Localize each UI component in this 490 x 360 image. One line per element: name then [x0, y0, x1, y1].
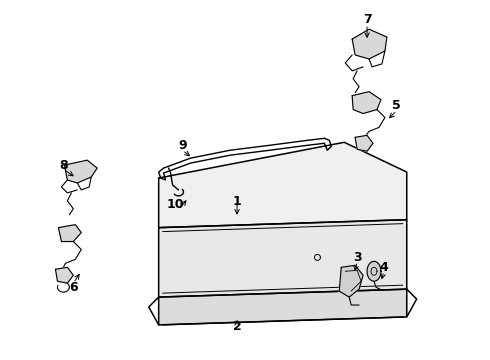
- Polygon shape: [159, 220, 407, 297]
- Polygon shape: [355, 135, 373, 151]
- Text: 9: 9: [178, 139, 187, 152]
- Polygon shape: [159, 142, 407, 228]
- Text: 2: 2: [233, 320, 242, 333]
- Text: 8: 8: [59, 159, 68, 172]
- Polygon shape: [352, 92, 381, 113]
- Text: 3: 3: [353, 251, 362, 264]
- Polygon shape: [159, 289, 407, 325]
- Polygon shape: [64, 160, 97, 183]
- Text: 10: 10: [167, 198, 184, 211]
- Polygon shape: [367, 261, 381, 281]
- Text: 1: 1: [233, 195, 242, 208]
- Polygon shape: [55, 267, 74, 283]
- Text: 4: 4: [380, 261, 388, 274]
- Text: 7: 7: [363, 13, 371, 26]
- Polygon shape: [339, 265, 363, 297]
- Polygon shape: [58, 225, 81, 242]
- Text: 6: 6: [69, 281, 77, 294]
- Text: 5: 5: [392, 99, 401, 112]
- Polygon shape: [352, 29, 387, 59]
